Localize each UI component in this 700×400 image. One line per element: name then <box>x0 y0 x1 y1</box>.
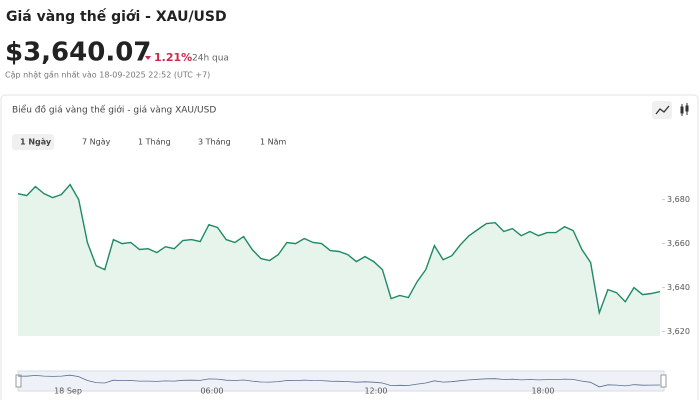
change-period: 24h qua <box>192 54 229 64</box>
price-change: 1.21% <box>154 51 192 64</box>
y-tick-label: 3,660 <box>667 239 690 248</box>
navigator-label: 06:00 <box>200 387 223 396</box>
tab[interactable]: 1 Tháng <box>138 138 171 147</box>
card-title: Biểu đồ giá vàng thế giới - giá vàng XAU… <box>12 105 216 116</box>
navigator-handle[interactable] <box>15 374 22 388</box>
navigator-label: 18 Sep <box>54 387 82 396</box>
tab[interactable]: 1 Năm <box>260 138 287 147</box>
navigator-label: 18:00 <box>531 387 554 396</box>
y-tick-label: 3,680 <box>667 195 690 204</box>
price-line <box>17 183 661 316</box>
update-time: Cập nhật gần nhất vào 18-09-2025 22:52 (… <box>5 70 210 81</box>
down-arrow <box>145 56 151 60</box>
area-fill <box>18 184 660 336</box>
tab-selected-bg <box>12 134 54 150</box>
navigator-line <box>17 374 661 388</box>
candle-chart-button[interactable] <box>680 103 689 116</box>
y-tick-label: 3,620 <box>667 327 690 336</box>
tab[interactable]: 3 Tháng <box>198 138 231 147</box>
chart-card <box>0 94 699 400</box>
y-tick-label: 3,640 <box>667 283 690 292</box>
navigator-label: 12:00 <box>364 387 387 396</box>
line-icon <box>655 105 670 115</box>
tab[interactable]: 1 Ngày <box>20 138 52 147</box>
price: $3,640.07 <box>5 38 151 68</box>
tab[interactable]: 7 Ngày <box>82 138 111 147</box>
navigator-handle[interactable] <box>660 374 667 388</box>
page-title: Giá vàng thế giới - XAU/USD <box>6 8 227 25</box>
